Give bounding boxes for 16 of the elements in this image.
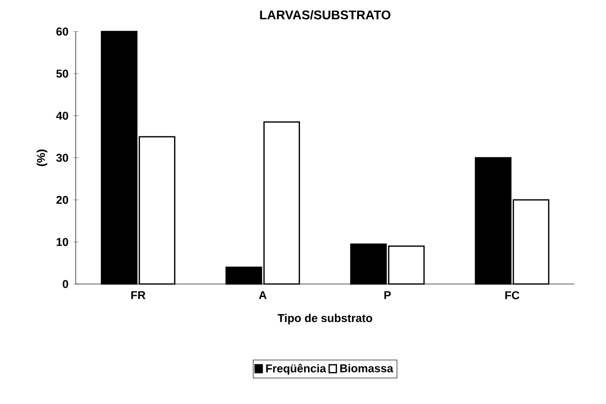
y-tick-label: 30 (56, 154, 68, 162)
x-tick-label: FC (505, 291, 520, 300)
y-tick-label: 50 (56, 70, 68, 78)
y-tick-label: 20 (56, 196, 68, 204)
x-axis-title: Tipo de substrato (278, 314, 372, 324)
x-tick-label: FR (131, 291, 146, 300)
chart-title: LARVAS/SUBSTRATO (260, 10, 390, 20)
y-axis-title: (%) (36, 150, 48, 166)
x-tick-label: P (384, 291, 391, 300)
y-tick-label: 60 (56, 28, 68, 36)
y-tick-label: 10 (56, 238, 68, 246)
legend-label: Freqüência (266, 364, 326, 375)
y-tick-label: 0 (62, 280, 68, 288)
y-tick-label: 40 (56, 112, 68, 120)
legend-label: Biomassa (340, 364, 394, 372)
x-tick-label: A (258, 291, 267, 300)
